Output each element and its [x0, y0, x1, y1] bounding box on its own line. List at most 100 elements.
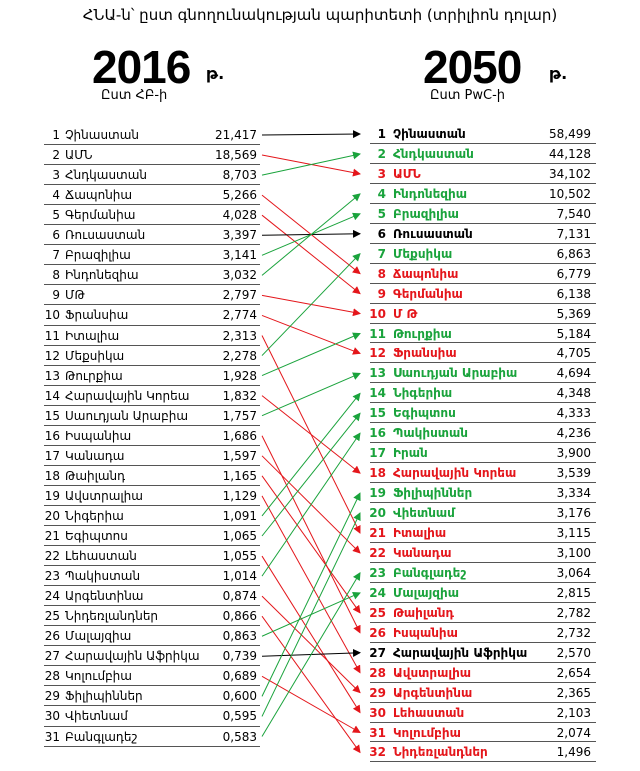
left-country: Կոլումբիա: [65, 669, 132, 684]
right-rank: 7: [377, 246, 386, 261]
left-value: 2,278: [222, 348, 257, 363]
right-country: Վիետնամ: [393, 506, 455, 521]
left-value: 1,065: [222, 529, 257, 543]
left-country: ՄԹ: [65, 288, 85, 303]
rank-arrow: [261, 492, 361, 697]
rank-arrow: [261, 512, 361, 717]
right-rank: 10: [369, 306, 386, 321]
left-row: 30 Վիետնամ 0,595: [0, 706, 300, 726]
right-row: 7 Մեքսիկա 6,863: [0, 244, 640, 264]
right-country: Ռուսաստան: [393, 226, 473, 241]
right-row-divider: [370, 262, 596, 264]
rank-arrow: [261, 332, 361, 377]
left-rank: 5: [52, 208, 60, 223]
left-row: 6 Ռուսաստան 3,397: [0, 225, 300, 245]
left-row: 7 Բրազիլիա 3,141: [0, 245, 300, 265]
left-row: 21 Եգիպտոս 1,065: [0, 526, 300, 546]
left-country: Ռուսաստան: [65, 228, 146, 243]
left-country: Ճապոնիա: [65, 188, 133, 203]
right-value: 6,138: [556, 286, 591, 301]
left-row: 19 Ավստրալիա 1,129: [0, 486, 300, 506]
left-value: 1,928: [222, 368, 257, 383]
right-value: 2,103: [556, 705, 591, 720]
right-rank: 11: [369, 326, 386, 341]
right-value: 4,333: [556, 406, 591, 421]
right-row: 1 Չինաստան 58,499: [0, 124, 640, 144]
right-row: 5 Բրազիլիա 7,540: [0, 204, 640, 224]
right-row-divider: [370, 162, 596, 164]
right-country: Ֆիլիպիններ: [393, 486, 473, 501]
left-row: 11 Իտալիա 2,313: [0, 326, 300, 346]
right-row-divider: [370, 761, 596, 763]
right-country: Մ Թ: [393, 306, 418, 321]
right-value: 3,539: [556, 466, 591, 481]
right-row-divider: [370, 462, 596, 464]
left-row-divider: [44, 384, 260, 386]
right-row-divider: [370, 541, 596, 543]
right-value: 3,064: [556, 565, 591, 580]
right-row: 22 Կանադա 3,100: [0, 543, 640, 563]
left-value: 0,595: [222, 709, 257, 724]
right-year-suffix: թ.: [549, 64, 568, 83]
left-value: 0,863: [222, 629, 257, 644]
right-country: Պակիստան: [393, 426, 468, 441]
right-rank: 12: [369, 346, 386, 361]
right-rank: 21: [369, 526, 386, 540]
right-rank: 2: [377, 146, 386, 161]
left-row-divider: [44, 504, 260, 506]
left-value: 1,129: [222, 488, 257, 503]
left-row: 10 Ֆրանսիա 2,774: [0, 305, 300, 325]
left-row-divider: [44, 545, 260, 547]
right-value: 6,779: [556, 266, 591, 281]
right-row: 9 Գերմանիա 6,138: [0, 284, 640, 304]
left-value: 0,874: [222, 589, 257, 604]
right-rank: 29: [369, 685, 386, 700]
left-country: Սաուդյան Արաբիա: [65, 408, 189, 423]
rank-arrow: [261, 572, 361, 737]
right-value: 6,863: [556, 246, 591, 261]
right-rank: 6: [377, 226, 386, 241]
left-row-divider: [44, 585, 260, 587]
right-row-divider: [370, 182, 596, 184]
left-row-divider: [44, 184, 260, 186]
rank-arrow: [261, 435, 361, 634]
right-row-divider: [370, 442, 596, 444]
left-country: Ինդոնեզիա: [65, 268, 139, 283]
right-row-divider: [370, 342, 596, 344]
left-rank: 7: [52, 248, 60, 263]
right-row: 15 Եգիպտոս 4,333: [0, 403, 640, 423]
right-value: 3,334: [556, 486, 591, 501]
left-rank: 12: [44, 348, 60, 363]
right-country: Կոլումբիա: [393, 725, 461, 740]
left-rank: 9: [52, 288, 60, 303]
left-rank: 21: [44, 529, 60, 543]
left-country: Իտալիա: [65, 328, 120, 343]
left-country: Ֆրանսիա: [65, 308, 129, 323]
left-row-divider: [44, 204, 260, 206]
right-country: Լեհաստան: [393, 705, 465, 720]
left-value: 1,091: [222, 508, 257, 523]
left-country: Ավստրալիա: [65, 488, 143, 503]
right-value: 2,782: [556, 605, 591, 620]
left-year-suffix: թ.: [206, 64, 225, 83]
right-row-divider: [370, 382, 596, 384]
right-row: 23 Բանգլադեշ 3,064: [0, 563, 640, 583]
left-row: 12 Մեքսիկա 2,278: [0, 346, 300, 366]
right-row-divider: [370, 142, 596, 144]
left-rank: 11: [44, 328, 60, 343]
right-rank: 16: [369, 426, 386, 441]
left-country: Չինաստան: [65, 128, 140, 142]
left-row: 2 ԱՄՆ 18,569: [0, 145, 300, 165]
right-country: Սաուդյան Արաբիա: [393, 366, 518, 381]
left-rank: 6: [52, 228, 60, 243]
left-row: 14 Հարավային Կորեա 1,832: [0, 386, 300, 406]
left-row: 4 Ճապոնիա 5,266: [0, 185, 300, 205]
left-value: 0,583: [222, 729, 257, 744]
left-row-divider: [44, 525, 260, 526]
right-row: 21 Իտալիա 3,115: [0, 523, 640, 543]
right-row: 18 Հարավային Կորեա 3,539: [0, 463, 640, 483]
right-year: 2050: [423, 41, 522, 93]
left-row-divider: [44, 605, 260, 607]
right-value: 3,176: [556, 506, 591, 521]
left-country: Թուրքիա: [65, 368, 123, 383]
